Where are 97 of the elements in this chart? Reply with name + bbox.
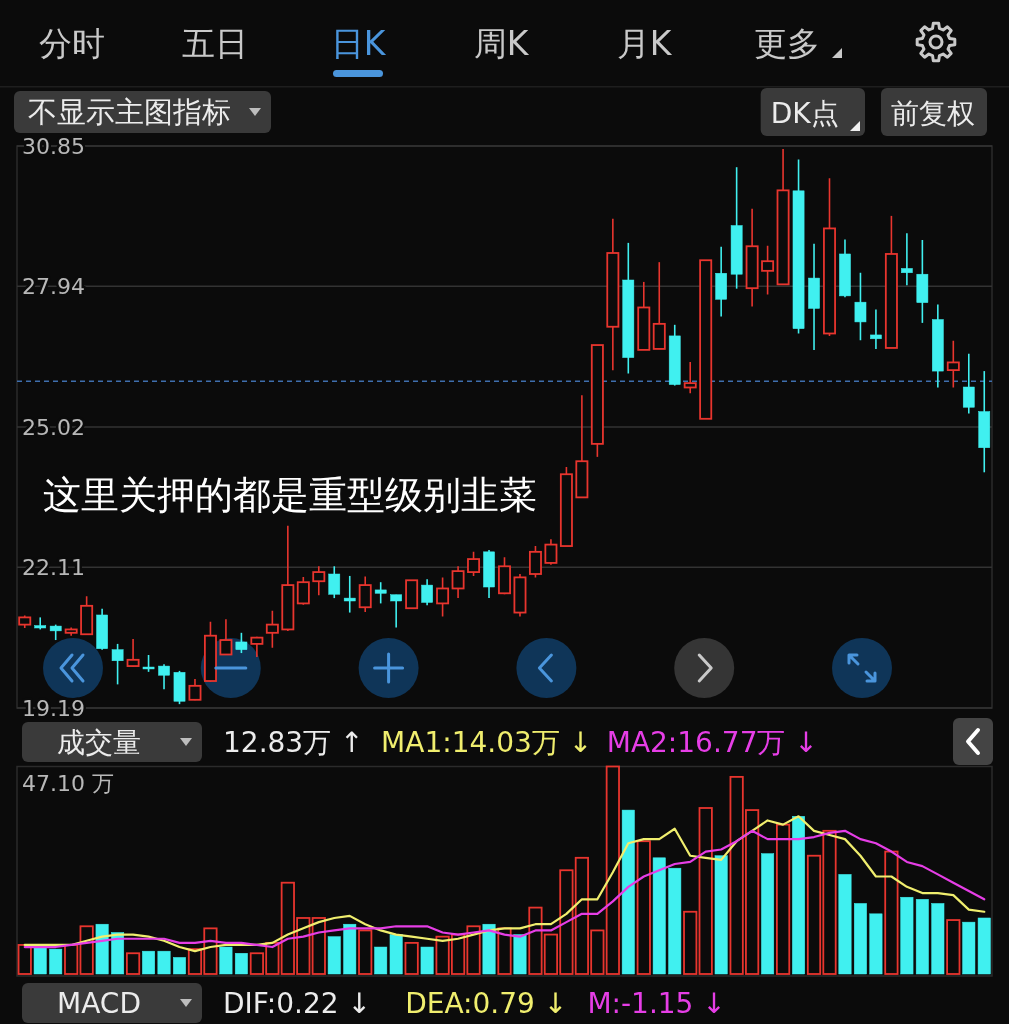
- bar: [761, 853, 775, 975]
- text: 更多: [754, 24, 820, 63]
- candlestick: [745, 207, 759, 308]
- bar: [17, 944, 32, 975]
- bar: [343, 923, 357, 975]
- bar: [605, 765, 620, 975]
- candlestick: [281, 525, 295, 631]
- text: M:-1.15 ↓: [587, 987, 726, 1020]
- chart-title: 成交量: [57, 726, 141, 760]
- text: MA1:14.03万 ↓: [381, 726, 593, 759]
- chart-title: 不显示主图指标: [28, 95, 231, 130]
- candlestick: [870, 308, 882, 350]
- bar: [173, 957, 186, 975]
- candlestick: [451, 565, 465, 599]
- text: 日K: [330, 24, 387, 63]
- text: DK点: [770, 97, 839, 130]
- bar: [219, 946, 233, 975]
- bar: [869, 913, 883, 975]
- candlestick: [111, 643, 124, 686]
- candlestick: [358, 575, 372, 613]
- candlestick: [235, 632, 248, 654]
- y-tick-label: 25.02: [22, 415, 85, 440]
- text: DEA:0.79 ↓: [405, 987, 568, 1020]
- text: MA2:16.77万 ↓: [606, 726, 818, 759]
- bar: [636, 840, 651, 975]
- bar: [49, 948, 63, 975]
- bar: [234, 953, 248, 975]
- y-tick-label: 22.11: [22, 555, 85, 581]
- bar: [497, 927, 512, 975]
- candlestick: [265, 609, 279, 649]
- candlestick: [652, 261, 666, 350]
- candlestick: [962, 352, 975, 415]
- bar: [792, 816, 805, 975]
- bar: [404, 941, 419, 975]
- y-tick-label: 30.85: [22, 134, 85, 159]
- bar: [79, 925, 94, 975]
- annotation: 47.10 万: [22, 770, 114, 796]
- y-tick-label: 19.19: [22, 696, 85, 721]
- candlestick: [158, 663, 170, 690]
- candlestick: [374, 581, 387, 605]
- candlestick: [761, 244, 775, 296]
- candlestick: [901, 232, 913, 287]
- candlestick: [544, 538, 558, 566]
- text: 前复权: [891, 97, 975, 130]
- candlestick: [884, 215, 898, 349]
- bar: [95, 923, 109, 975]
- bar: [125, 952, 141, 975]
- candlestick: [328, 565, 341, 599]
- bar: [420, 946, 434, 975]
- bar: [683, 910, 698, 975]
- annotation: 这里关押的都是重型级别韭菜: [43, 473, 537, 517]
- candlestick: [312, 565, 326, 597]
- bar: [652, 857, 666, 975]
- candlestick: [823, 177, 836, 337]
- bar: [854, 903, 867, 975]
- bar: [931, 903, 945, 975]
- candlestick: [776, 148, 790, 286]
- text: DIF:0.22 ↓: [223, 987, 371, 1020]
- bar: [714, 855, 728, 975]
- text: 月K: [616, 24, 673, 63]
- bar: [142, 950, 155, 975]
- bar: [157, 950, 171, 975]
- text: MACD: [57, 987, 141, 1021]
- bar: [482, 923, 496, 975]
- bar: [311, 917, 326, 975]
- bar: [64, 944, 79, 975]
- y-tick-label: 27.94: [22, 274, 85, 300]
- candlestick: [637, 281, 651, 351]
- candlestick: [219, 618, 233, 656]
- bar: [668, 867, 682, 975]
- candlestick: [421, 578, 433, 607]
- bar: [33, 946, 47, 975]
- bar: [775, 823, 791, 975]
- bar: [513, 934, 527, 975]
- text: 五日: [182, 24, 248, 63]
- candlestick: [390, 593, 402, 629]
- candlestick: [606, 217, 620, 371]
- text: 周K: [473, 24, 530, 63]
- bar: [900, 896, 914, 975]
- text: 12.83万 ↑: [223, 726, 364, 759]
- bar: [358, 929, 373, 975]
- candlestick: [946, 339, 960, 389]
- candlestick: [683, 361, 697, 395]
- bar: [698, 807, 713, 975]
- bar: [884, 850, 899, 975]
- candlestick: [854, 271, 867, 342]
- bar: [327, 936, 341, 975]
- candlestick: [343, 575, 356, 614]
- candlestick: [575, 394, 589, 499]
- candlestick: [188, 678, 202, 701]
- candlestick: [250, 636, 264, 658]
- bar: [621, 809, 635, 975]
- text: 分时: [39, 24, 105, 63]
- bar: [946, 919, 961, 975]
- bar: [838, 874, 852, 975]
- bar: [915, 899, 929, 975]
- candlestick: [436, 576, 450, 618]
